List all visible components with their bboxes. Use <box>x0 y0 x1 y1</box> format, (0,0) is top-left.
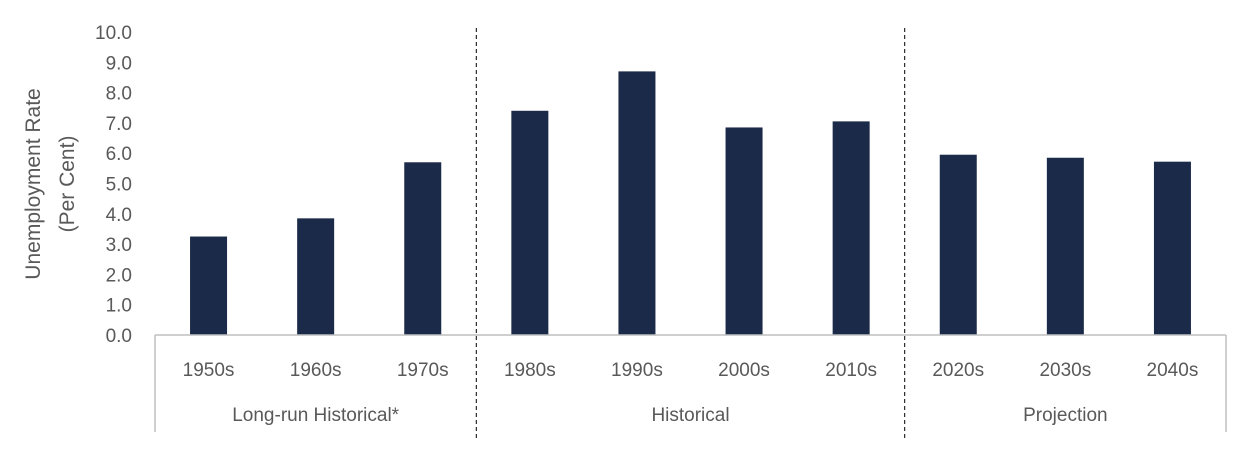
bar-1950s <box>190 236 228 335</box>
y-axis-label: Unemployment Rate (Per Cent) <box>22 88 79 279</box>
x-tick-label: 2000s <box>718 360 770 381</box>
y-tick-label: 9.0 <box>106 53 132 74</box>
category-axis <box>154 28 1227 440</box>
y-tick-label: 4.0 <box>106 205 132 226</box>
y-tick-label: 1.0 <box>106 296 132 317</box>
bar-1980s <box>511 110 549 335</box>
group-label: Long-run Historical* <box>232 405 399 426</box>
x-tick-label: 2020s <box>932 360 984 381</box>
group-label: Historical <box>651 405 729 426</box>
y-tick-label: 8.0 <box>106 84 132 105</box>
x-tick-label: 2030s <box>1039 360 1091 381</box>
bar-2010s <box>832 121 870 335</box>
bar-1990s <box>618 71 656 335</box>
bar-2000s <box>725 127 763 335</box>
bar-2030s <box>1046 157 1084 335</box>
bars <box>190 71 1191 335</box>
x-tick-label: 2010s <box>825 360 877 381</box>
x-tick-label: 1970s <box>397 360 449 381</box>
y-axis-label-line-1: Unemployment Rate <box>22 88 45 279</box>
x-tick-label: 1960s <box>290 360 342 381</box>
y-tick-label: 10.0 <box>95 23 132 44</box>
x-tick-label: 2040s <box>1147 360 1199 381</box>
x-axis-tick-labels: 1950s 1960s 1970s 1980s 1990s 2000s 2010s 2020s… <box>183 360 1199 381</box>
y-axis-ticks: 0.0 1.0 2.0 3.0 4.0 5.0 6.0 7.0 8.0 9.0 10.0 <box>95 23 132 347</box>
group-labels: Long-run Historical* Historical Projection <box>232 405 1107 426</box>
y-tick-label: 3.0 <box>106 235 132 256</box>
y-tick-label: 2.0 <box>106 265 132 286</box>
bar-1960s <box>297 218 335 335</box>
x-tick-label: 1990s <box>611 360 663 381</box>
bar-2020s <box>939 154 977 335</box>
y-tick-label: 5.0 <box>106 175 132 196</box>
bar-1970s <box>404 162 442 335</box>
y-tick-label: 0.0 <box>106 326 132 347</box>
x-tick-label: 1980s <box>504 360 556 381</box>
group-label: Projection <box>1023 405 1108 426</box>
y-axis-label-line-2: (Per Cent) <box>56 136 79 233</box>
bar-2040s <box>1153 161 1191 335</box>
x-tick-label: 1950s <box>183 360 235 381</box>
y-tick-label: 6.0 <box>106 144 132 165</box>
y-tick-label: 7.0 <box>106 114 132 135</box>
